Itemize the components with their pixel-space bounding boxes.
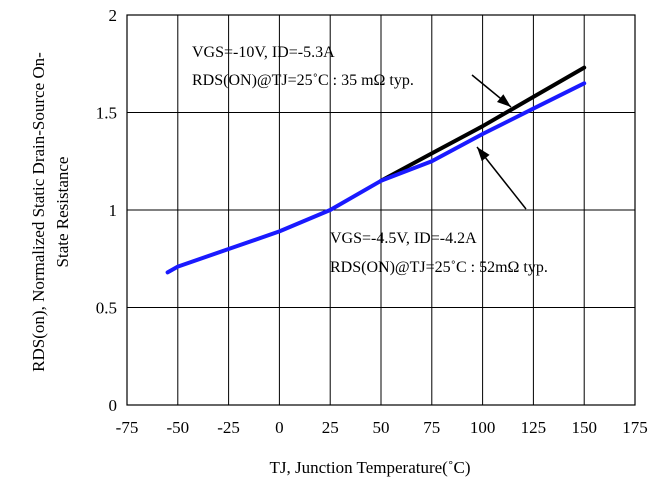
annotation-2-line2: RDS(ON)@TJ=25˚C : 52mΩ typ.: [330, 259, 548, 276]
series-line-2: [165, 81, 587, 275]
x-tick-label: 175: [622, 418, 648, 437]
y-axis-title-line1: RDS(on), Normalized Static Drain-Source …: [29, 52, 48, 372]
y-tick-label: 2: [109, 6, 118, 25]
annotation-1-line1: VGS=-10V, ID=-5.3A: [192, 44, 335, 61]
x-tick-label: 75: [423, 418, 440, 437]
x-tick-label: -75: [116, 418, 139, 437]
annotation-1-line2: RDS(ON)@TJ=25˚C : 35 mΩ typ.: [192, 72, 414, 89]
x-tick-label: 25: [322, 418, 339, 437]
arrow-to-black-line: [471, 74, 512, 108]
y-tick-label: 1.5: [96, 104, 117, 123]
x-tick-label: 50: [373, 418, 390, 437]
y-tick-label: 1: [109, 201, 118, 220]
x-axis-title: TJ, Junction Temperature(˚C): [269, 458, 470, 477]
y-axis-title-line2: State Resistance: [53, 157, 72, 268]
x-tick-label: -25: [217, 418, 240, 437]
y-tick-labels: 0 0.5 1 1.5 2: [96, 6, 117, 415]
series-line-1: [379, 65, 587, 183]
series-layer: [165, 65, 587, 275]
x-tick-label: 100: [470, 418, 496, 437]
x-tick-label: -50: [166, 418, 189, 437]
x-tick-labels: -75 -50 -25 0 25 50 75 100 125 150 175: [116, 418, 648, 437]
annotation-2-line1: VGS=-4.5V, ID=-4.2A: [330, 230, 477, 247]
arrow-to-blue-line: [476, 146, 527, 210]
y-tick-label: 0.5: [96, 299, 117, 318]
y-tick-label: 0: [109, 396, 118, 415]
x-tick-label: 125: [521, 418, 547, 437]
x-tick-label: 0: [275, 418, 284, 437]
x-tick-label: 150: [571, 418, 597, 437]
annotation-arrows: [471, 74, 527, 210]
plot-frame: [126, 14, 636, 406]
